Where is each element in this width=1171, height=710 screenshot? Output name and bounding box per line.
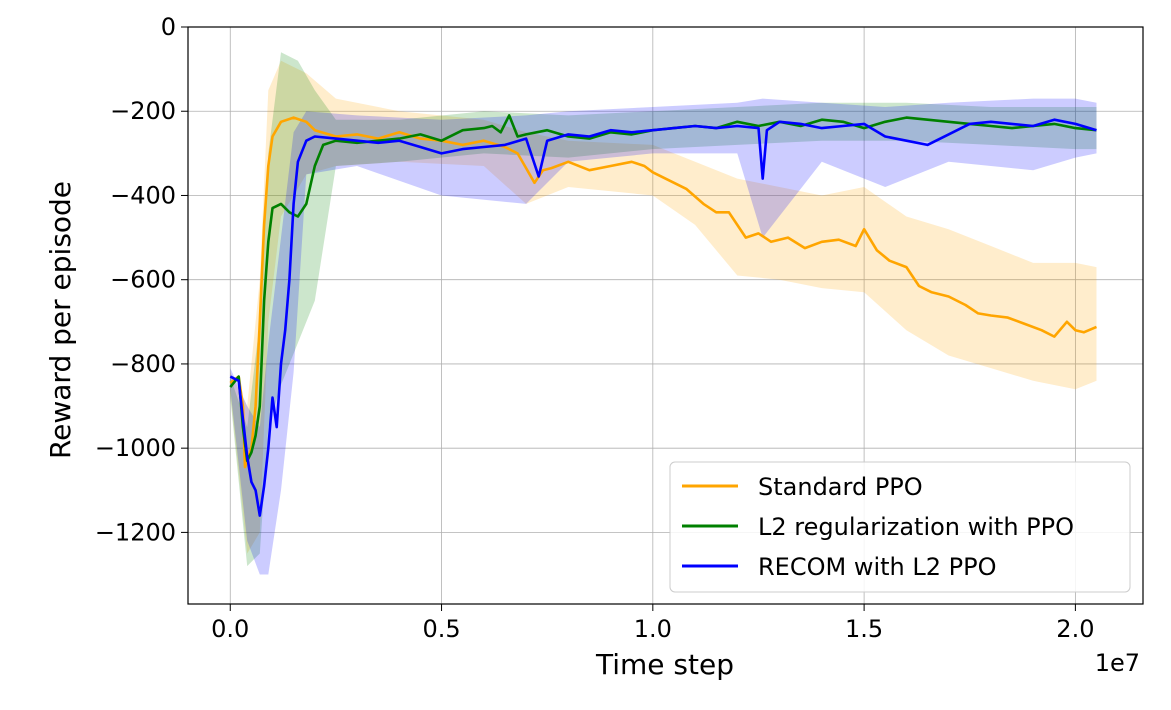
x-tick-label: 2.0 (1056, 615, 1094, 643)
y-tick-label: −800 (110, 350, 176, 378)
y-tick-label: −200 (110, 97, 176, 125)
line-standard-ppo (229, 116, 1098, 469)
legend-label: Standard PPO (758, 473, 923, 501)
band-recom-with-l2-ppo (230, 98, 1097, 575)
x-axis-label: Time step (595, 648, 734, 681)
confidence-bands (230, 52, 1097, 575)
y-axis-ticks: 0 −200 −400 −600 −800 −1000 −1200 (95, 13, 188, 546)
legend-label: L2 regularization with PPO (758, 513, 1074, 541)
y-axis-label: Reward per episode (44, 181, 77, 459)
y-tick-label: −1200 (95, 518, 176, 546)
band-standard-ppo (230, 60, 1097, 554)
band-l2-regularization-with-ppo (230, 52, 1097, 567)
x-axis-ticks: 0.0 0.5 1.0 1.5 2.0 (211, 604, 1094, 643)
x-axis-offset-label: 1e7 (1095, 649, 1140, 677)
y-tick-label: −600 (110, 266, 176, 294)
y-tick-label: −1000 (95, 434, 176, 462)
x-tick-label: 0.0 (211, 615, 249, 643)
x-tick-label: 1.0 (634, 615, 672, 643)
legend: Standard PPO L2 regularization with PPO RE… (669, 461, 1131, 593)
plot-frame (187, 26, 1144, 605)
legend-box (669, 461, 1131, 593)
series-lines (229, 114, 1098, 517)
legend-label: RECOM with L2 PPO (758, 553, 996, 581)
line-recom-with-l2-ppo (229, 118, 1097, 517)
y-tick-label: −400 (110, 181, 176, 209)
x-tick-label: 0.5 (422, 615, 460, 643)
x-tick-label: 1.5 (845, 615, 883, 643)
line-l2-regularization-with-ppo (229, 114, 1097, 463)
y-tick-label: 0 (161, 13, 176, 41)
